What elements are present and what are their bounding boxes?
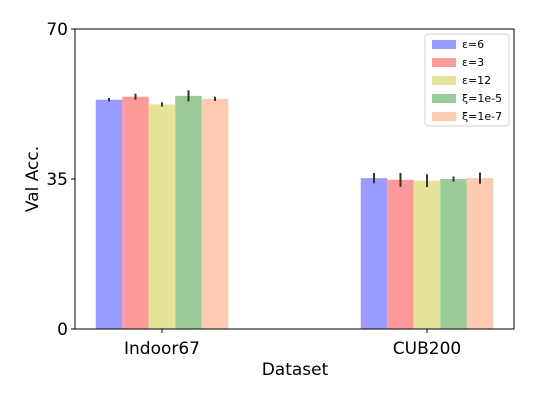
bar — [175, 95, 202, 329]
bar — [148, 104, 176, 330]
y-axis-ticks: 0 35 70 — [46, 20, 75, 340]
bar — [387, 179, 414, 329]
bar — [201, 98, 229, 329]
y-tick-label: 0 — [57, 320, 68, 340]
error-bars-layer — [108, 90, 481, 188]
bars-layer — [95, 95, 494, 330]
y-axis-label: Val Acc. — [23, 146, 43, 212]
legend-label: ε=12 — [462, 74, 491, 87]
bar — [122, 96, 149, 330]
bar — [360, 178, 388, 329]
legend-swatch — [432, 76, 456, 85]
legend-label: ξ=1e-5 — [462, 92, 502, 105]
legend-swatch — [432, 94, 456, 103]
legend-swatch — [432, 58, 456, 67]
legend-label: ε=6 — [462, 38, 484, 51]
x-tick-label: Indoor67 — [124, 339, 200, 359]
legend-swatch — [432, 40, 456, 49]
bar — [413, 180, 441, 329]
y-tick-label: 70 — [46, 20, 68, 40]
bar — [440, 179, 467, 329]
y-tick-label: 35 — [46, 170, 68, 190]
legend-label: ε=3 — [462, 56, 484, 69]
legend-label: ξ=1e-7 — [462, 110, 502, 123]
x-tick-label: CUB200 — [393, 339, 461, 359]
legend: ε=6 ε=3 ε=12 ξ=1e-5 ξ=1e-7 — [424, 33, 510, 127]
x-axis-ticks: Indoor67 CUB200 — [124, 329, 461, 359]
x-axis-label: Dataset — [262, 360, 329, 380]
bar — [95, 99, 123, 330]
legend-swatch — [432, 112, 456, 121]
bar — [466, 178, 494, 329]
